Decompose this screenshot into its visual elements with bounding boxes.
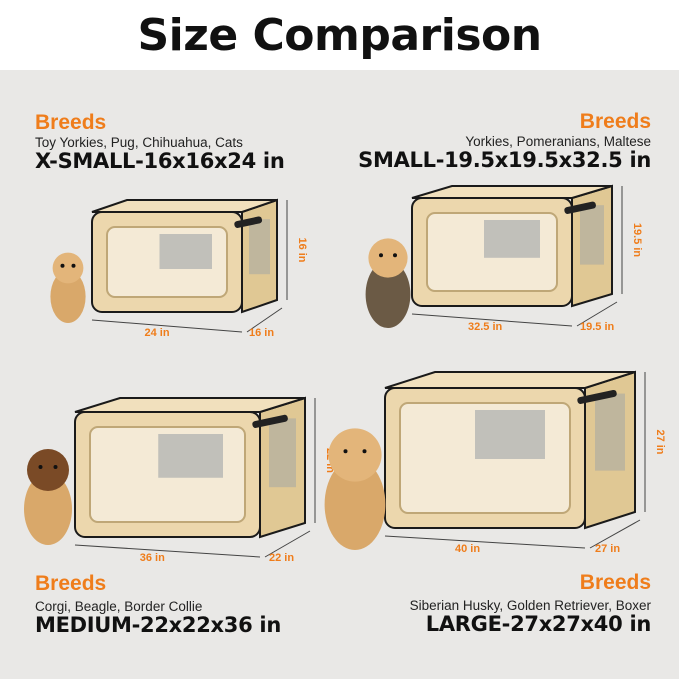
pet-eye <box>343 449 348 454</box>
cat-illustration <box>50 252 86 323</box>
width-label: 19.5 in <box>580 321 615 333</box>
crate-yorkie: 32.5 in 19.5 in 19.5 in <box>411 184 643 333</box>
breeds-heading: Breeds <box>579 110 651 133</box>
pet-eye <box>53 465 58 469</box>
size-label: LARGE-27x27x40 in <box>425 612 652 637</box>
pet-body <box>324 458 386 550</box>
width-line <box>589 519 641 549</box>
pet-head <box>368 238 408 278</box>
pet-head <box>52 252 84 284</box>
breeds-heading: Breeds <box>35 572 107 595</box>
size-small-info: Breeds Yorkies, Pomeranians, Maltese SMA… <box>358 110 651 173</box>
pet-body <box>365 260 411 328</box>
breeds-heading: Breeds <box>579 571 651 594</box>
handle <box>564 201 596 214</box>
handle <box>252 414 288 428</box>
golden-retriever-illustration <box>324 428 386 550</box>
length-line <box>91 319 243 333</box>
mesh-side <box>249 219 270 275</box>
size-large-info: Breeds Siberian Husky, Golden Retriever,… <box>409 571 652 637</box>
pet-eye <box>38 465 43 469</box>
beagle-illustration <box>24 449 72 545</box>
length-label: 24 in <box>145 327 170 339</box>
height-label: 16 in <box>296 237 308 262</box>
breeds-list: Siberian Husky, Golden Retriever, Boxer <box>409 598 651 614</box>
mesh-side <box>580 205 604 265</box>
width-label: 16 in <box>249 327 274 339</box>
mesh-back <box>159 234 212 269</box>
handle <box>577 389 617 404</box>
pet-eye <box>393 253 397 258</box>
length-label: 32.5 in <box>468 321 503 333</box>
breeds-list: Toy Yorkies, Pug, Chihuahua, Cats <box>35 135 243 151</box>
crate-golden-retriever: 40 in 27 in 27 in <box>384 370 666 555</box>
title-banner: Size Comparison <box>0 0 679 70</box>
mesh-side <box>269 418 296 488</box>
mesh-back <box>158 434 223 478</box>
length-label: 40 in <box>455 543 480 555</box>
length-line <box>384 535 586 549</box>
width-label: 27 in <box>595 543 620 555</box>
pet-head <box>27 449 69 491</box>
height-label: 19.5 in <box>631 223 643 258</box>
breeds-heading: Breeds <box>35 111 107 134</box>
pet-body <box>50 270 86 323</box>
length-line <box>411 313 573 327</box>
width-label: 22 in <box>269 552 294 564</box>
size-label: SMALL-19.5x19.5x32.5 in <box>358 148 651 173</box>
crate-cat: 24 in 16 in 16 in <box>91 198 308 339</box>
size-label: X-SMALL-16x16x24 in <box>35 149 285 174</box>
mesh-back <box>475 410 545 459</box>
pet-eye <box>379 253 383 258</box>
pet-eye <box>60 263 65 268</box>
height-label: 27 in <box>654 429 666 454</box>
size-medium-info: Breeds Corgi, Beagle, Border Collie MEDI… <box>35 572 281 638</box>
length-label: 36 in <box>140 552 165 564</box>
pet-eye <box>362 449 367 454</box>
pet-head <box>328 428 382 482</box>
breeds-list: Yorkies, Pomeranians, Maltese <box>465 134 651 150</box>
handle <box>234 216 263 228</box>
width-line <box>576 301 618 327</box>
page-title: Size Comparison <box>137 9 542 61</box>
breeds-list: Corgi, Beagle, Border Collie <box>35 599 203 615</box>
crate-top <box>91 199 278 213</box>
mesh-side <box>595 393 625 471</box>
size-xsmall-info: Breeds Toy Yorkies, Pug, Chihuahua, Cats… <box>35 111 285 174</box>
pet-body <box>24 473 72 545</box>
length-line <box>74 544 261 558</box>
width-line <box>246 307 283 333</box>
pet-eye <box>71 263 76 268</box>
width-line <box>264 530 311 558</box>
size-label: MEDIUM-22x22x36 in <box>35 613 281 638</box>
yorkie-illustration <box>365 238 411 328</box>
mesh-back <box>484 220 540 258</box>
